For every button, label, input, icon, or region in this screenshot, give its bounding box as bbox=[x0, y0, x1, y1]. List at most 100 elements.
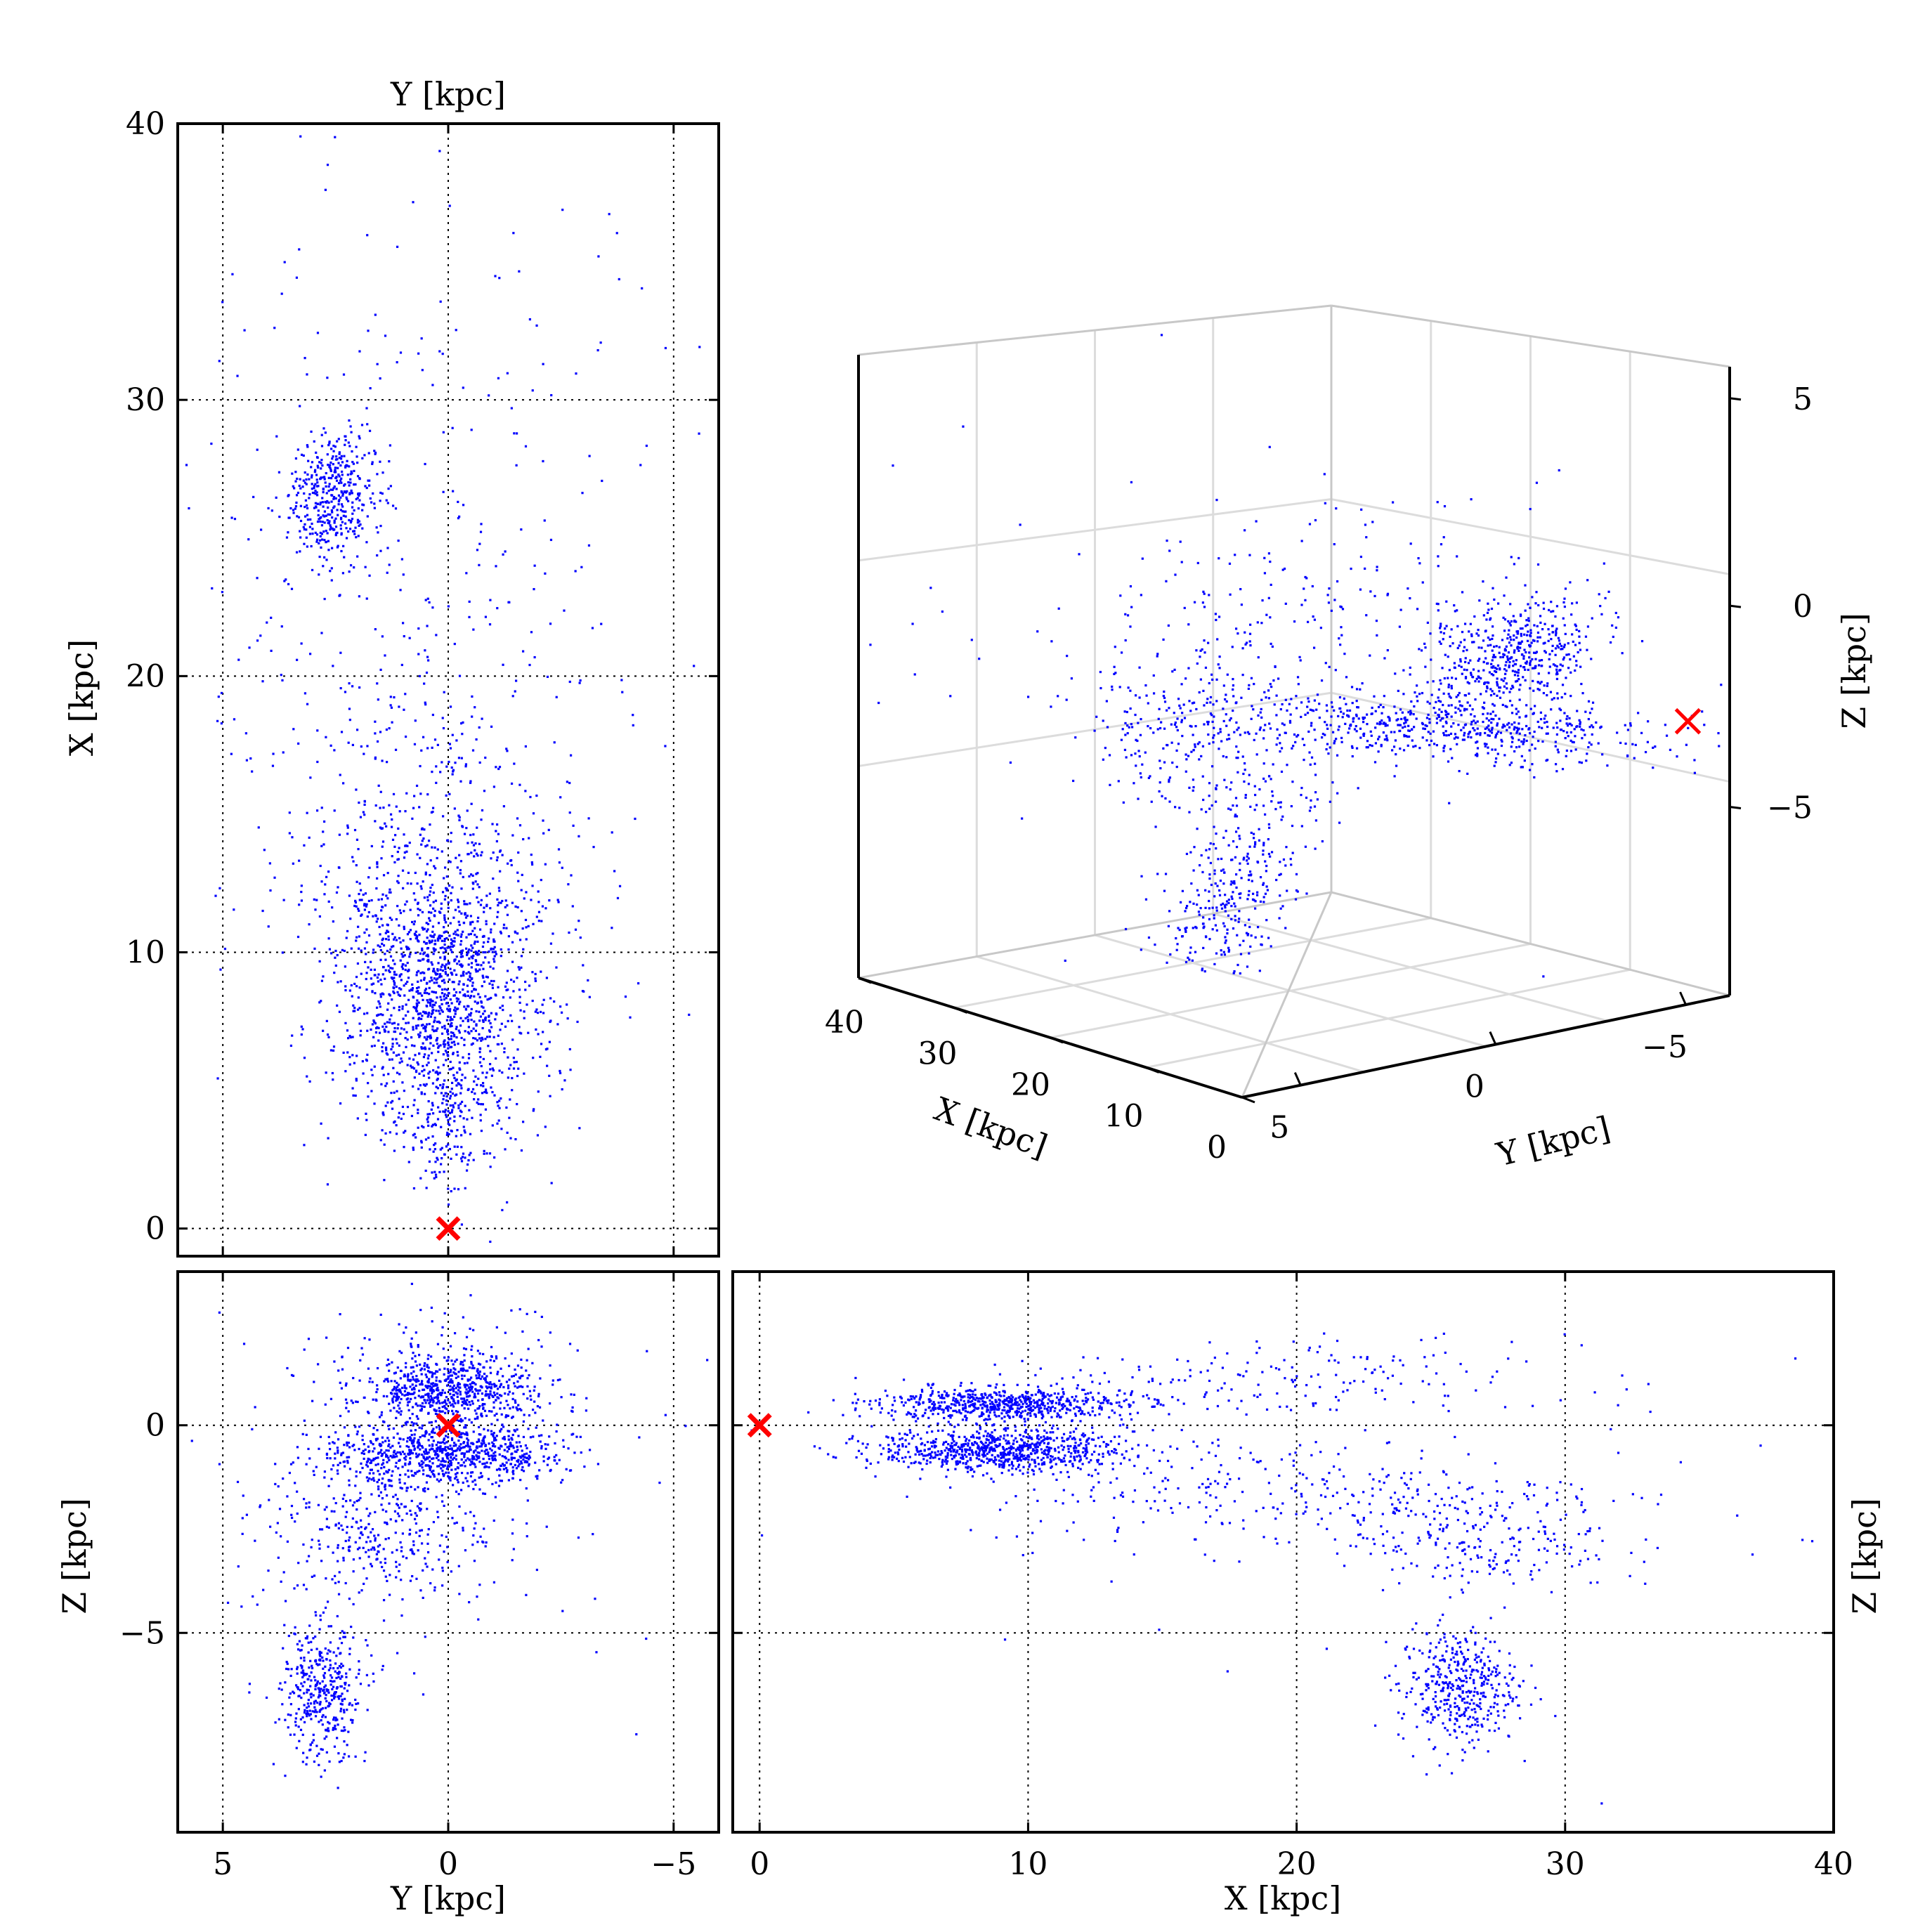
data-point bbox=[385, 1454, 388, 1456]
data-point bbox=[453, 1477, 457, 1480]
data-point bbox=[462, 1056, 464, 1059]
data-point bbox=[426, 1064, 429, 1066]
data-point bbox=[431, 1003, 434, 1006]
data-point bbox=[398, 936, 401, 940]
data-point bbox=[492, 785, 495, 788]
data-point bbox=[384, 938, 388, 941]
data-point bbox=[395, 1396, 398, 1399]
data-point bbox=[382, 1073, 385, 1076]
data-point bbox=[417, 352, 420, 355]
data-point bbox=[243, 329, 246, 332]
data-point bbox=[303, 1057, 306, 1059]
data-point bbox=[424, 1027, 427, 1030]
data-point bbox=[406, 1437, 410, 1440]
data-point bbox=[466, 953, 469, 957]
data-point bbox=[471, 1090, 474, 1093]
data-point bbox=[424, 1373, 427, 1376]
data-point bbox=[282, 1477, 285, 1480]
data-point bbox=[331, 906, 334, 909]
data-point bbox=[443, 1401, 445, 1404]
data-point bbox=[303, 1711, 306, 1714]
data-point bbox=[424, 703, 427, 706]
data-point bbox=[405, 1444, 408, 1448]
data-point bbox=[439, 1463, 442, 1466]
data-point bbox=[489, 1390, 492, 1393]
data-point bbox=[422, 1388, 426, 1391]
data-point bbox=[299, 550, 301, 553]
data-point bbox=[424, 1030, 427, 1033]
data-point bbox=[351, 1444, 354, 1447]
data-point bbox=[388, 1502, 391, 1505]
data-point bbox=[341, 492, 345, 495]
data-point bbox=[341, 510, 344, 513]
data-point bbox=[457, 1003, 461, 1005]
data-point bbox=[396, 1548, 398, 1551]
data-point bbox=[398, 1111, 400, 1114]
data-point bbox=[333, 1745, 337, 1748]
data-point bbox=[412, 1441, 415, 1444]
data-point bbox=[434, 1001, 437, 1004]
data-point bbox=[241, 1517, 244, 1520]
data-point bbox=[357, 535, 360, 537]
data-point bbox=[360, 913, 363, 916]
data-point bbox=[485, 920, 488, 922]
data-point bbox=[463, 1456, 466, 1458]
data-point bbox=[326, 1183, 329, 1186]
data-point bbox=[471, 874, 474, 877]
data-point bbox=[496, 1043, 499, 1046]
data-point bbox=[334, 136, 337, 138]
data-point bbox=[401, 1450, 404, 1454]
data-point bbox=[324, 1647, 327, 1650]
data-point bbox=[483, 1442, 485, 1444]
data-point bbox=[423, 682, 426, 685]
data-point bbox=[284, 1775, 287, 1777]
data-point bbox=[466, 978, 470, 981]
data-point bbox=[509, 996, 511, 999]
data-point bbox=[448, 1097, 452, 1100]
data-point bbox=[445, 1051, 448, 1054]
data-point bbox=[426, 1464, 429, 1467]
data-point bbox=[443, 1095, 445, 1097]
data-point bbox=[332, 1464, 335, 1467]
data-point bbox=[336, 1004, 339, 1007]
data-point bbox=[467, 1386, 471, 1389]
data-point bbox=[278, 1508, 282, 1510]
data-point bbox=[461, 964, 464, 967]
data-point bbox=[268, 862, 271, 865]
data-point bbox=[276, 1522, 279, 1525]
data-point bbox=[311, 1539, 313, 1541]
data-point bbox=[403, 994, 406, 997]
data-point bbox=[297, 742, 300, 745]
data-point bbox=[435, 1175, 438, 1179]
data-point bbox=[430, 961, 433, 964]
data-point bbox=[391, 721, 393, 724]
data-point bbox=[412, 1386, 415, 1390]
data-point bbox=[412, 1187, 416, 1190]
data-point bbox=[468, 600, 471, 603]
data-point bbox=[338, 1664, 341, 1668]
data-point bbox=[403, 708, 405, 711]
data-point bbox=[481, 1463, 484, 1466]
data-point bbox=[445, 921, 448, 924]
data-point bbox=[440, 1449, 444, 1451]
data-point bbox=[460, 1160, 464, 1163]
data-point bbox=[498, 1453, 501, 1456]
data-point bbox=[339, 479, 342, 482]
data-point bbox=[395, 1133, 398, 1135]
data-point bbox=[426, 1005, 429, 1007]
data-point bbox=[479, 1015, 482, 1018]
data-point bbox=[516, 1449, 519, 1451]
data-point bbox=[464, 1512, 467, 1515]
data-point bbox=[365, 1551, 367, 1553]
data-point bbox=[436, 1441, 440, 1444]
data-point bbox=[409, 929, 412, 932]
data-point bbox=[466, 994, 470, 998]
data-point bbox=[462, 1461, 465, 1464]
data-point bbox=[370, 1493, 373, 1496]
data-point bbox=[435, 1456, 438, 1459]
data-point bbox=[444, 1406, 447, 1409]
data-point bbox=[375, 887, 378, 890]
data-point bbox=[471, 1088, 475, 1091]
data-point bbox=[481, 1036, 483, 1039]
